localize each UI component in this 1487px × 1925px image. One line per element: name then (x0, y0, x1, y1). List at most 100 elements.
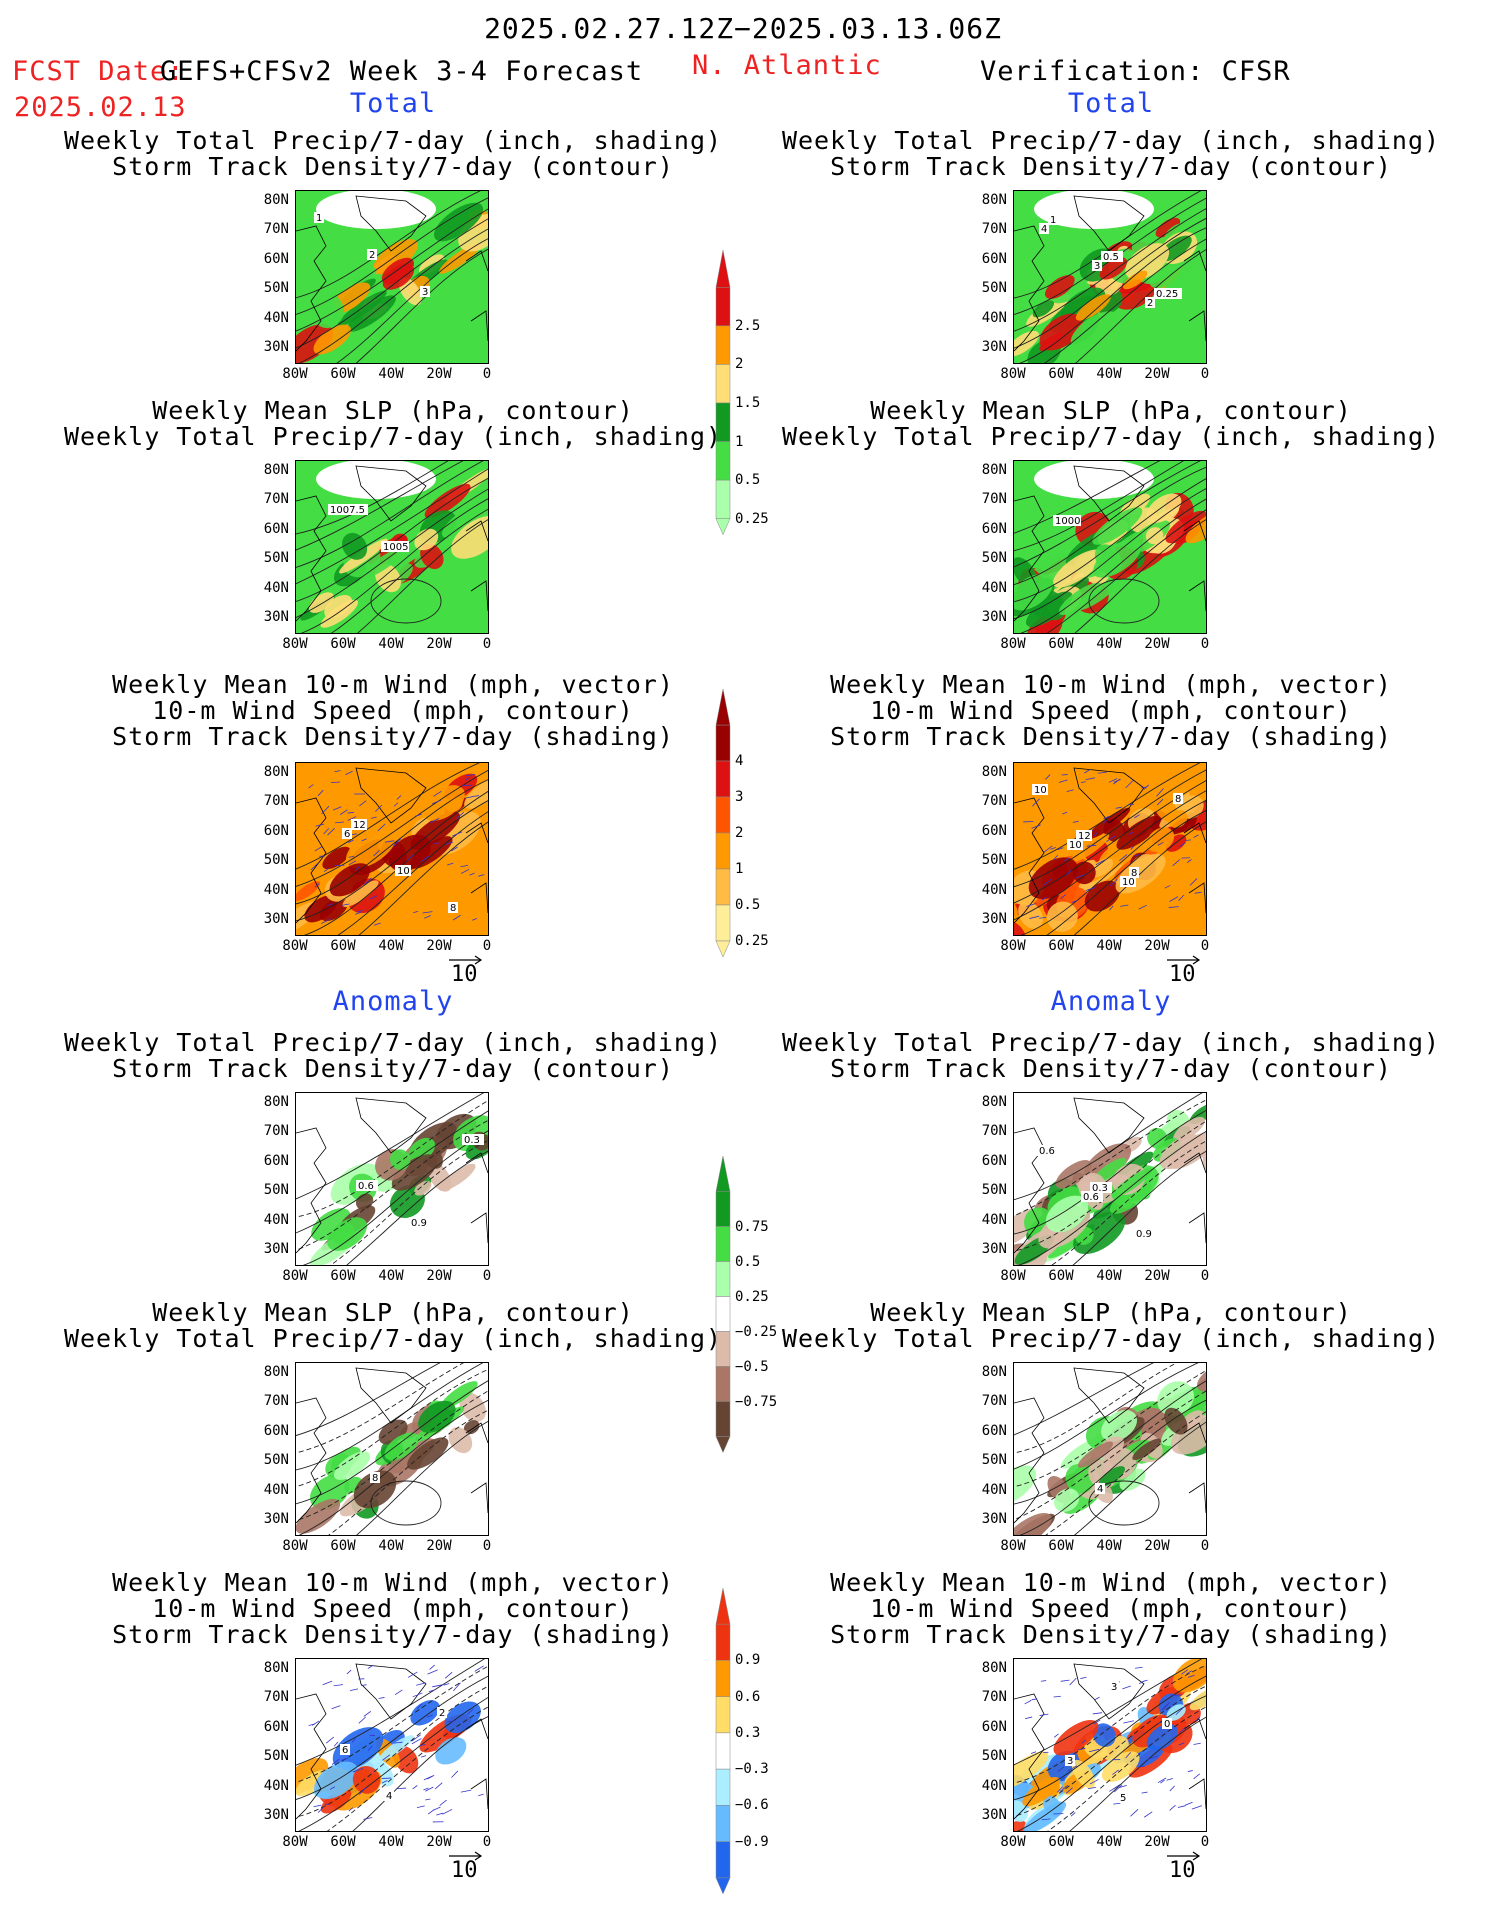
contour-line (296, 191, 481, 299)
shading-cell (384, 1432, 419, 1461)
contour-label: 0.5 (1103, 252, 1119, 263)
wind-vector (1108, 778, 1118, 783)
wind-vector (1031, 824, 1041, 829)
wind-vector (359, 800, 367, 807)
contour-label-bg (1095, 1483, 1105, 1494)
wind-vector (414, 813, 422, 817)
wind-vector (1164, 884, 1171, 889)
contour-line (1014, 466, 1206, 585)
wind-vector (442, 1808, 453, 1815)
shading-cell (1173, 1116, 1206, 1142)
lat-tick-label: 60N (981, 1152, 1007, 1169)
contour-line (1047, 1706, 1206, 1831)
wind-vector (1115, 806, 1122, 809)
shading-cell (414, 1180, 432, 1196)
wind-vector (1031, 1698, 1038, 1701)
shading-cell (1189, 1687, 1206, 1711)
colorbar-segment (715, 1261, 731, 1297)
colorbar-segment (715, 760, 731, 798)
contour-line (1014, 1363, 1199, 1470)
wind-vector (1141, 786, 1147, 789)
wind-vector (378, 1697, 385, 1699)
lat-tick-label: 30N (981, 911, 1007, 927)
contour-line (298, 228, 488, 363)
wind-vector (1039, 1713, 1049, 1716)
wind-vector (1166, 1778, 1173, 1781)
colorbar-segment (715, 1401, 731, 1437)
contour-line (1014, 1363, 1178, 1454)
wind-vector (1169, 1804, 1176, 1811)
colorbar-segment (715, 441, 731, 481)
contour-label: 0 (1164, 1719, 1170, 1730)
page-title: 2025.02.27.12Z−2025.03.13.06Z (484, 12, 1002, 45)
shading-cell (311, 1208, 351, 1241)
lon-tick-label: 80W (1000, 938, 1026, 954)
wind-vector (1156, 798, 1164, 806)
lon-tick-label: 40W (378, 366, 404, 382)
wind-vector (334, 864, 345, 867)
lat-tick-label: 50N (981, 852, 1007, 869)
wind-vector (354, 911, 362, 915)
map-panel-oa-wind-storm: 3 0 3 5 (1013, 1658, 1207, 1832)
coastline (1014, 1367, 1206, 1524)
colorbar-label: 3 (735, 789, 744, 805)
wind-vector (443, 1683, 450, 1686)
contour-line (296, 763, 480, 870)
wind-vector (1128, 831, 1134, 835)
shading-cell (342, 880, 379, 908)
vector-reference-label: 10 (1169, 962, 1196, 987)
wind-vector (469, 872, 475, 876)
contour-label-bg (462, 1134, 484, 1145)
contour-line (1014, 1685, 1206, 1817)
shading-cell (1026, 591, 1073, 628)
colorbar-segment (715, 1623, 731, 1661)
contour-label: 0.3 (1092, 1183, 1108, 1194)
contour-label: 0.25 (1156, 289, 1178, 300)
low-precip-area (316, 191, 436, 229)
shading-cell (1014, 1800, 1028, 1822)
colorbar-bottom-triangle (715, 1436, 731, 1454)
wind-vector (1141, 1791, 1148, 1794)
lat-tick-label: 80N (263, 462, 289, 478)
shading-cell (1172, 1659, 1206, 1693)
lat-tick-label: 70N (263, 1123, 289, 1140)
contour-label: 1007.5 (330, 505, 365, 516)
vector-reference-arrow (1167, 1851, 1201, 1861)
contour-label-bg (370, 1472, 380, 1483)
wind-vector (348, 860, 357, 866)
map-canvas: 8 (296, 1363, 488, 1535)
shading-cell (391, 1154, 438, 1191)
wind-vector (1184, 1801, 1193, 1806)
forecast-model: GEFS+CFSv2 Week 3-4 Forecast (160, 56, 644, 87)
wind-vector (451, 1770, 459, 1778)
shading-cell (1090, 858, 1114, 878)
lat-tick-label: 70N (981, 1393, 1007, 1410)
shading-cell (1046, 901, 1078, 932)
contour-label-bg (1145, 297, 1155, 308)
lon-tick-label: 80W (282, 1834, 308, 1850)
lon-tick-label: 0 (1200, 636, 1210, 652)
panel-title-line: Weekly Total Precip/7-day (inch, shading… (63, 1324, 723, 1353)
wind-vector (1185, 839, 1191, 841)
lat-tick-label: 50N (981, 1452, 1007, 1469)
contour-line (1014, 1363, 1154, 1436)
wind-vector (465, 796, 473, 799)
map-canvas: 0.6 0.9 0.3 (296, 1093, 488, 1265)
contour-line (296, 1120, 488, 1251)
panel-title-line: Weekly Mean SLP (hPa, contour) (152, 396, 634, 425)
colorbar-label: 0.25 (735, 933, 769, 949)
colorbar-segment (715, 1805, 731, 1842)
map-panel-fa-wind-storm: 4 2 6 (295, 1658, 489, 1832)
lon-tick-label: 20W (1144, 1538, 1170, 1554)
shading-cell (296, 324, 334, 363)
lon-tick-label: 40W (378, 1538, 404, 1554)
lat-tick-label: 40N (981, 1481, 1007, 1498)
lon-tick-label: 20W (1144, 1268, 1170, 1284)
wind-vector (412, 1692, 423, 1698)
colorbar-segment (715, 364, 731, 404)
wind-vector (308, 1723, 316, 1726)
lon-tick-label: 80W (1000, 366, 1026, 382)
wind-vector (478, 874, 485, 877)
shading-cell (1058, 582, 1102, 615)
wind-vector (1053, 1695, 1061, 1698)
